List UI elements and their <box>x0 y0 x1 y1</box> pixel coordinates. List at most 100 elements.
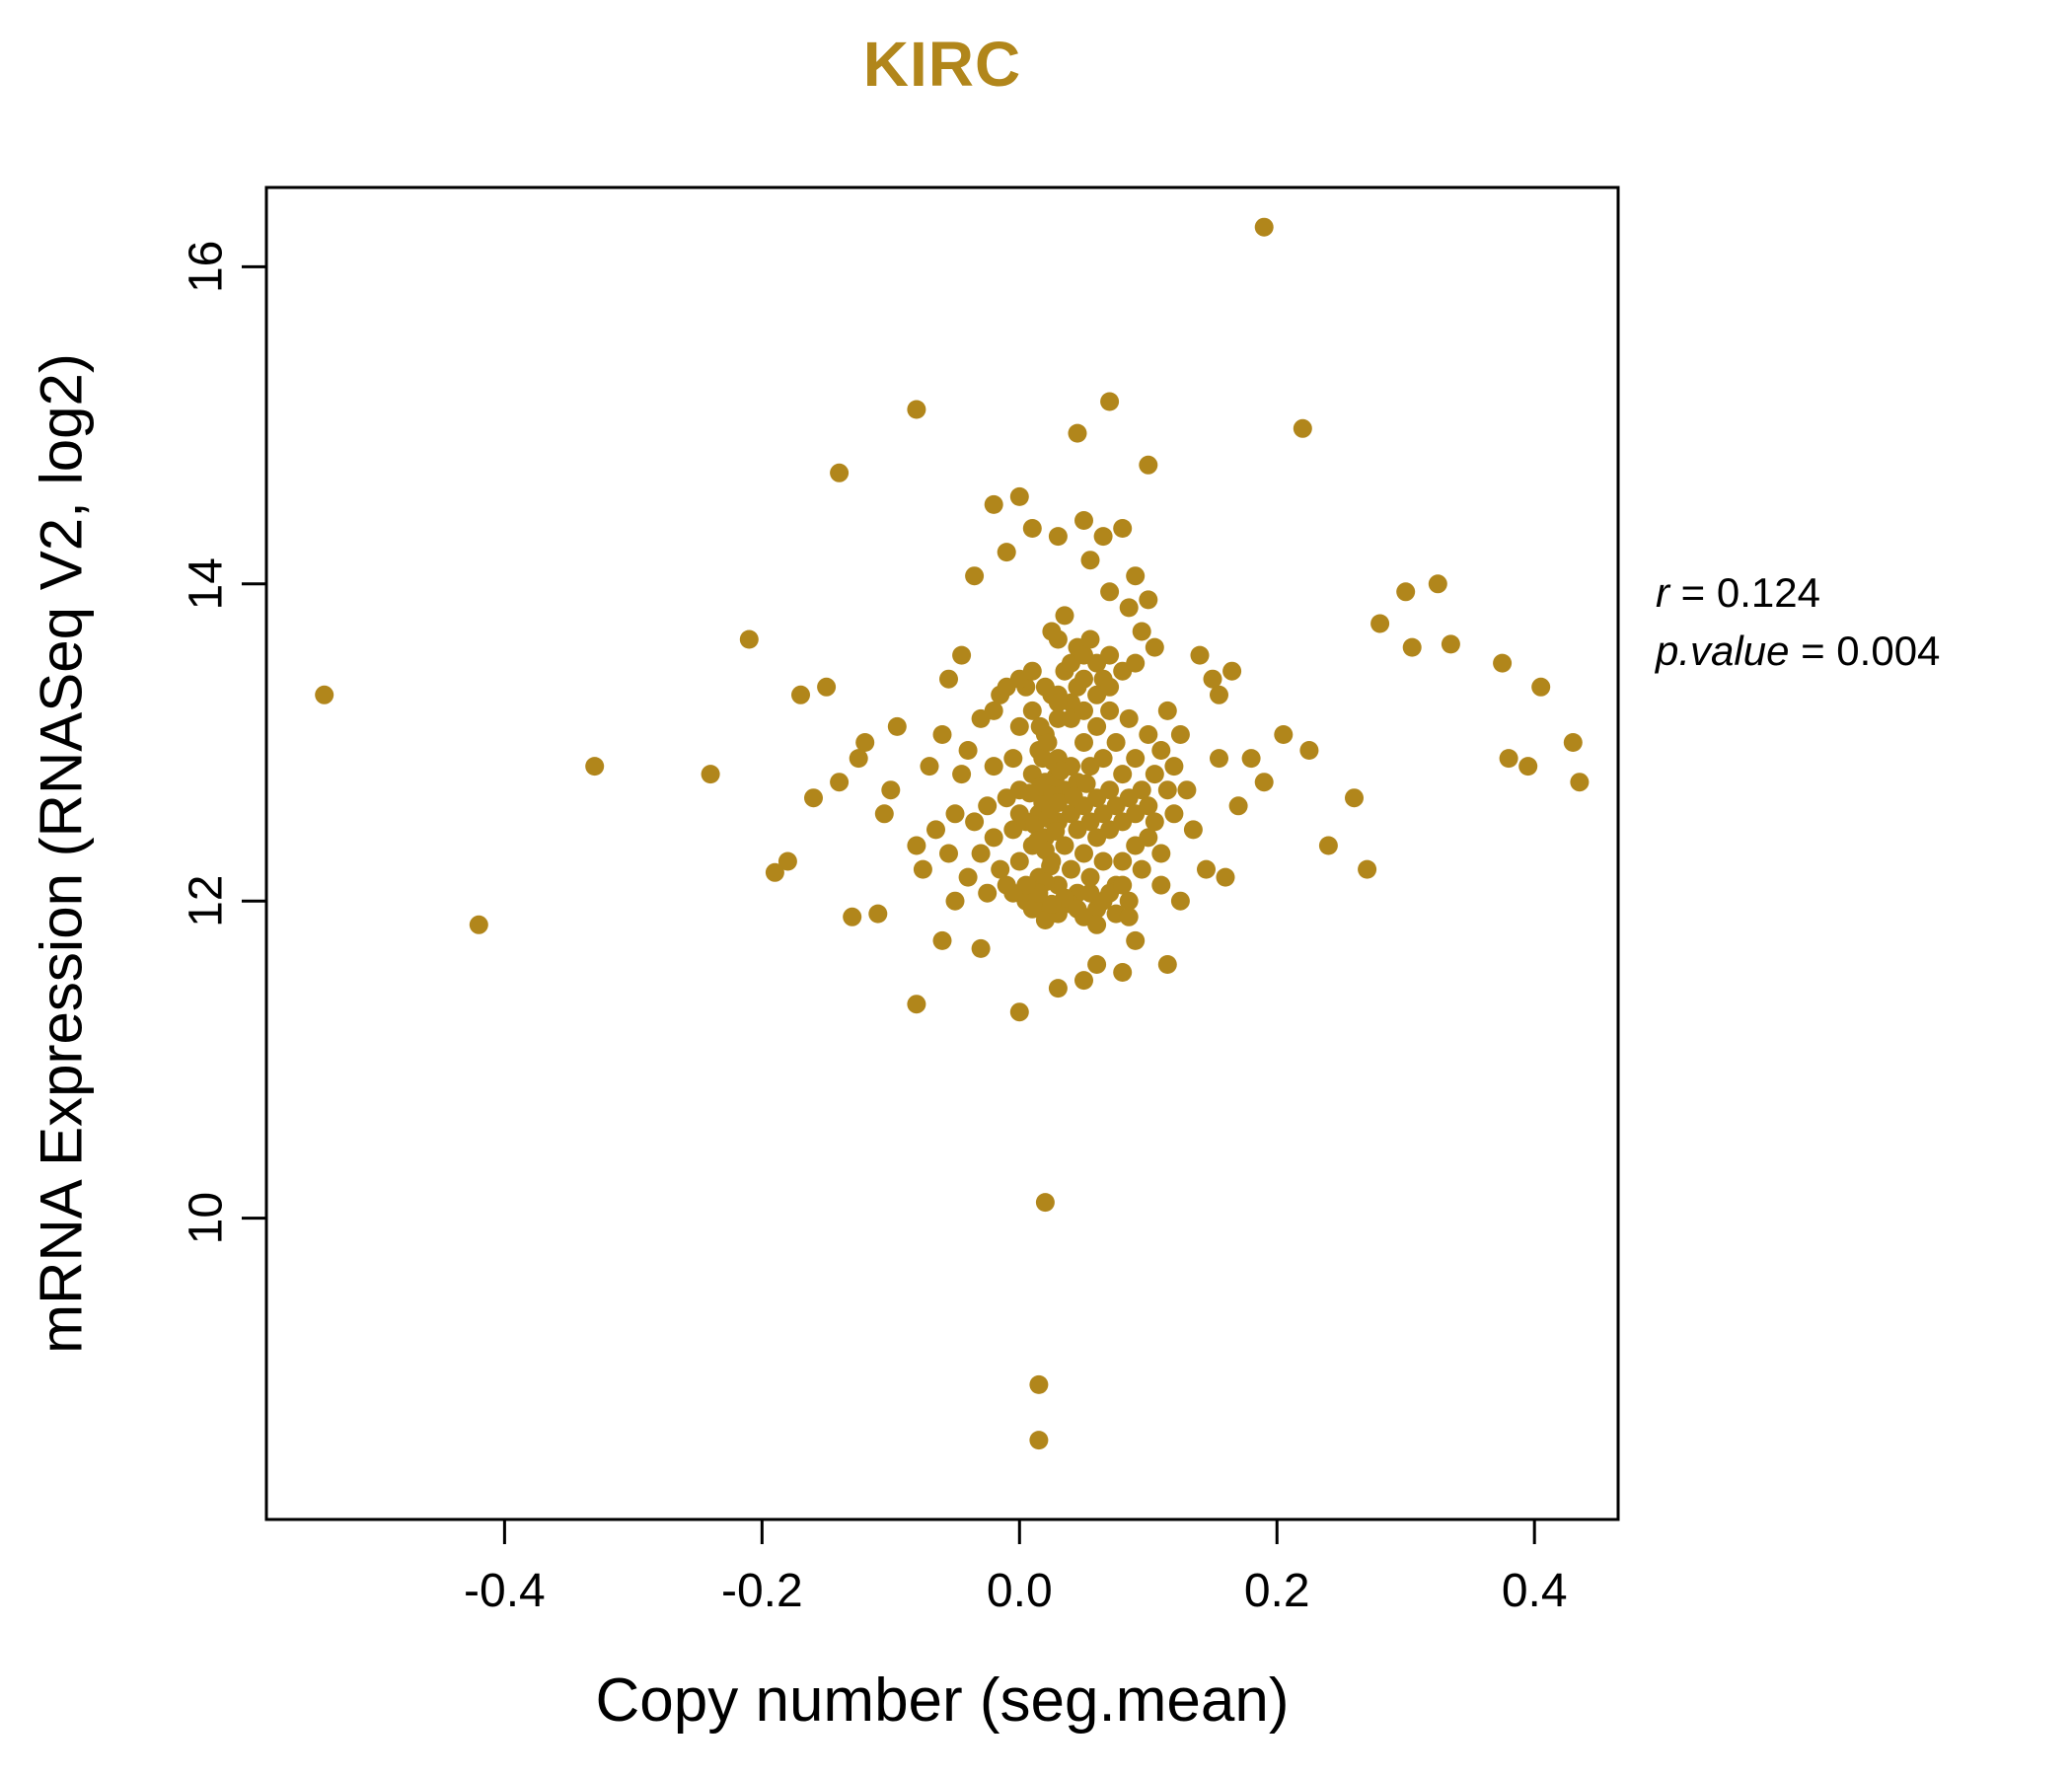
scatter-point <box>1022 519 1042 538</box>
scatter-point <box>1087 955 1107 974</box>
scatter-point <box>1003 749 1023 769</box>
scatter-point <box>1210 749 1228 769</box>
scatter-point <box>887 716 907 736</box>
scatter-point <box>1100 701 1120 720</box>
scatter-point <box>965 566 985 586</box>
scatter-point <box>315 685 334 704</box>
scatter-point <box>1197 859 1216 879</box>
scatter-point <box>1119 891 1139 911</box>
scatter-point <box>945 891 965 911</box>
scatter-point <box>1100 392 1120 411</box>
scatter-point <box>1126 566 1146 586</box>
scatter-point <box>984 494 1003 514</box>
scatter-point <box>1113 851 1133 871</box>
scatter-point <box>1170 891 1190 911</box>
scatter-point <box>1274 725 1294 744</box>
scatter-point <box>1048 527 1068 547</box>
scatter-point <box>843 907 862 926</box>
scatter-point <box>920 757 939 777</box>
scatter-point <box>1151 875 1171 895</box>
scatter-point <box>1183 820 1203 840</box>
scatter-point <box>1068 423 1087 443</box>
scatter-point <box>791 685 810 704</box>
scatter-point <box>874 804 894 824</box>
scatter-point <box>1518 757 1538 777</box>
scatter-point <box>1080 551 1100 570</box>
scatter-point <box>932 930 952 950</box>
y-axis-label: mRNA Expression (RNASeq V2, log2) <box>28 353 95 1354</box>
scatter-point <box>1100 677 1120 697</box>
scatter-point <box>469 915 488 934</box>
scatter-point <box>907 836 926 855</box>
scatter-point <box>585 757 605 777</box>
scatter-point <box>868 904 888 924</box>
scatter-point <box>1046 822 1066 841</box>
chart-title: KIRC <box>862 29 1022 100</box>
scatter-point <box>1074 511 1093 530</box>
scatter-point <box>1009 486 1029 506</box>
scatter-point <box>1139 590 1158 610</box>
scatter-point <box>1030 716 1050 736</box>
scatter-point <box>1139 828 1158 848</box>
stat-r-value: = 0.124 <box>1669 569 1820 616</box>
scatter-point <box>1170 725 1190 744</box>
scatter-point <box>1009 716 1029 736</box>
scatter-point <box>1299 741 1319 760</box>
scatter-point <box>1106 733 1126 752</box>
scatter-point <box>1139 455 1158 475</box>
scatter-point <box>1139 796 1158 816</box>
scatter-point <box>1241 749 1261 769</box>
scatter-point <box>1074 844 1093 863</box>
scatter-point <box>1396 582 1416 602</box>
tick-label: 10 <box>181 1192 233 1244</box>
scatter-point <box>777 851 797 871</box>
stat-r-line: r = 0.124 <box>1656 564 1940 623</box>
scatter-point <box>1119 708 1139 728</box>
scatter-point <box>1345 788 1364 808</box>
scatter-point <box>1035 677 1055 697</box>
tick-label: -0.2 <box>721 1565 803 1617</box>
scatter-point <box>1035 1193 1055 1213</box>
scatter-point <box>830 773 850 792</box>
scatter-point <box>1113 963 1133 982</box>
scatter-point <box>913 859 932 879</box>
scatter-point <box>739 629 759 649</box>
x-axis-label: Copy number (seg.mean) <box>595 1666 1290 1735</box>
scatter-point <box>1080 629 1100 649</box>
scatter-point <box>1064 786 1083 806</box>
plot-frame <box>264 185 1620 1521</box>
scatter-point <box>1055 836 1074 855</box>
scatter-point <box>1100 582 1120 602</box>
scatter-point <box>1254 217 1274 237</box>
scatter-point <box>1087 716 1107 736</box>
scatter-point <box>1022 661 1042 681</box>
scatter-point <box>1029 1431 1049 1450</box>
scatter-point <box>1164 804 1184 824</box>
scatter-point <box>1126 930 1146 950</box>
scatter-point <box>1119 907 1139 926</box>
scatter-point <box>1216 867 1235 887</box>
scatter-point <box>1145 812 1164 832</box>
scatter-point <box>1132 859 1151 879</box>
scatter-point <box>855 733 875 752</box>
scatter-point <box>849 749 868 769</box>
scatter-point <box>997 543 1016 562</box>
scatter-point <box>907 995 926 1014</box>
scatter-point <box>1080 867 1100 887</box>
scatter-point <box>939 669 958 689</box>
tick-label: -0.4 <box>464 1565 546 1617</box>
scatter-point <box>1190 645 1210 665</box>
scatter-point <box>1254 773 1274 792</box>
scatter-point <box>1009 1002 1029 1022</box>
tick-label: 0.4 <box>1502 1565 1568 1617</box>
scatter-point <box>939 844 958 863</box>
tick-label: 16 <box>181 241 233 293</box>
scatter-point <box>1003 883 1023 903</box>
scatter-point <box>1358 859 1377 879</box>
scatter-point <box>1051 761 1071 780</box>
scatter-point <box>1062 859 1080 879</box>
scatter-point <box>1048 793 1068 813</box>
tick-label: 0.2 <box>1244 1565 1310 1617</box>
scatter-point <box>1370 614 1390 633</box>
scatter-point <box>1157 955 1177 974</box>
